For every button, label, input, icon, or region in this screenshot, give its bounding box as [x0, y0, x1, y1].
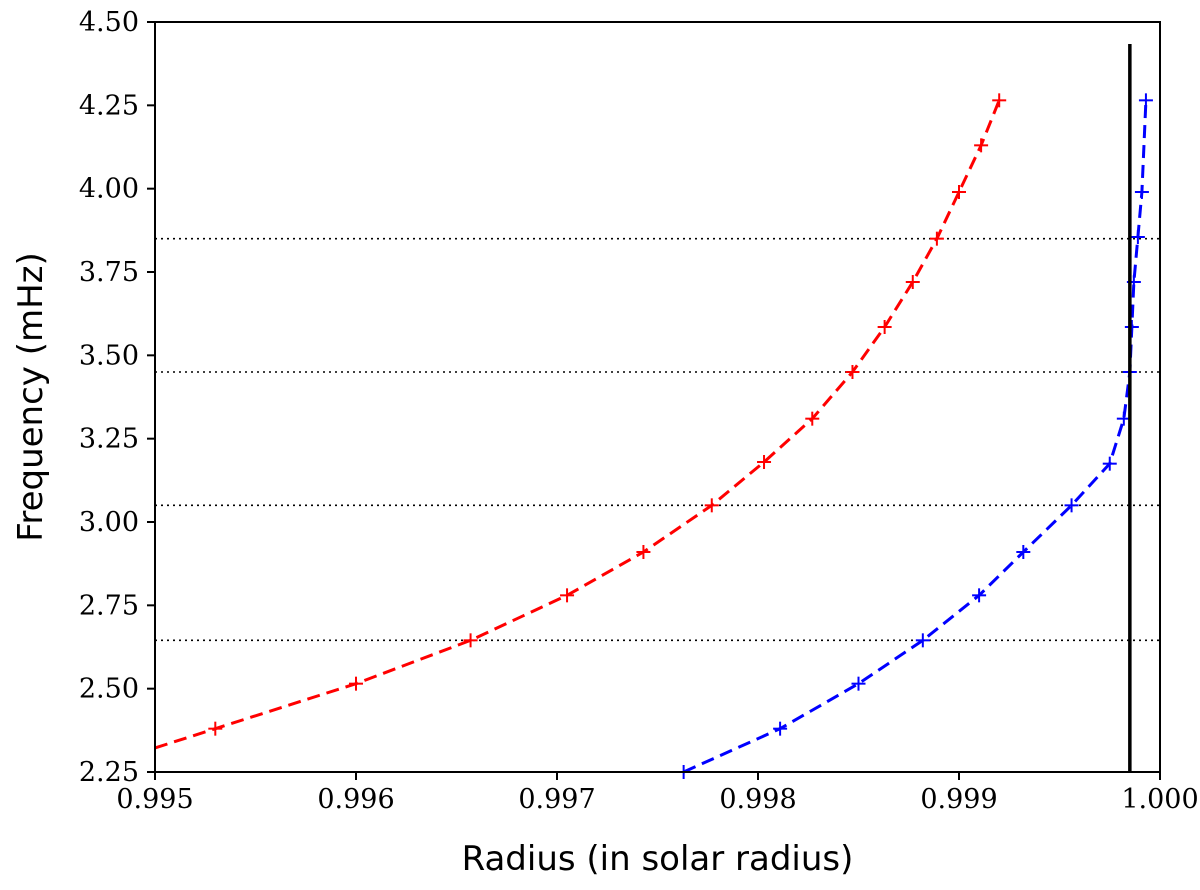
series-1-point-6: [1064, 498, 1079, 513]
y-axis-ticks: 2.25 2.50 2.75 3.00 3.25 3.50 3.75 4.00 4.25 4.50: [79, 7, 155, 788]
y-tick-label-6: 3.75: [79, 257, 139, 288]
series-1-point-7: [1102, 456, 1117, 471]
x-tick-label-0: 0.995: [116, 784, 193, 815]
series-0-point-6: [757, 455, 772, 469]
series-0-point-3: [560, 588, 575, 603]
series-group: [154, 93, 1153, 779]
x-tick-label-5: 1.000: [1121, 784, 1198, 815]
y-tick-label-3: 3.00: [79, 507, 139, 538]
series-0-point-8: [845, 365, 860, 379]
series-1-point-10: [1124, 320, 1139, 334]
series-1-point-14: [1138, 93, 1153, 108]
series-1-point-2: [851, 676, 866, 691]
plot-frame: [154, 21, 1161, 773]
series-0-point-4: [636, 545, 651, 559]
y-tick-label-9: 4.50: [79, 7, 139, 38]
series-0-point-0: [208, 721, 223, 736]
series-1-point-12: [1130, 230, 1145, 244]
y-tick-label-0: 2.25: [79, 757, 139, 788]
series-0-point-10: [905, 275, 920, 289]
y-tick-label-8: 4.25: [79, 90, 139, 121]
x-tick-label-4: 0.999: [920, 784, 997, 815]
x-axis-ticks: 0.995 0.996 0.997 0.998 0.999 1.000: [116, 772, 1199, 815]
x-tick-label-2: 0.997: [518, 784, 595, 815]
series-1-line: [683, 100, 1148, 774]
x-tick-label-1: 0.996: [317, 784, 394, 815]
series-0-line: [154, 99, 1001, 750]
y-tick-label-2: 2.75: [79, 590, 139, 621]
x-tick-label-3: 0.998: [719, 784, 796, 815]
y-axis-label: Frequency (mHz): [11, 252, 51, 542]
series-0-point-11: [929, 231, 944, 246]
series-0-point-5: [704, 498, 719, 513]
series-1-point-1: [773, 721, 788, 736]
series-0-point-7: [805, 411, 820, 426]
horizontal-reference-lines: [155, 237, 1160, 773]
series-0-point-9: [877, 320, 892, 334]
x-axis-label: Radius (in solar radius): [462, 839, 854, 879]
y-tick-label-7: 4.00: [79, 174, 139, 205]
series-0-point-12: [952, 185, 966, 199]
series-1-point-5: [1016, 545, 1031, 559]
y-tick-label-5: 3.50: [79, 340, 139, 371]
series-0-point-14: [992, 93, 1007, 108]
series-1-point-4: [972, 588, 987, 603]
series-1-point-3: [915, 633, 930, 648]
series-0-point-1: [349, 676, 363, 691]
series-0-point-13: [974, 138, 989, 153]
y-tick-label-1: 2.50: [79, 674, 139, 705]
y-tick-label-4: 3.25: [79, 424, 139, 455]
series-1-point-13: [1134, 185, 1149, 199]
series-0-point-2: [463, 633, 478, 648]
